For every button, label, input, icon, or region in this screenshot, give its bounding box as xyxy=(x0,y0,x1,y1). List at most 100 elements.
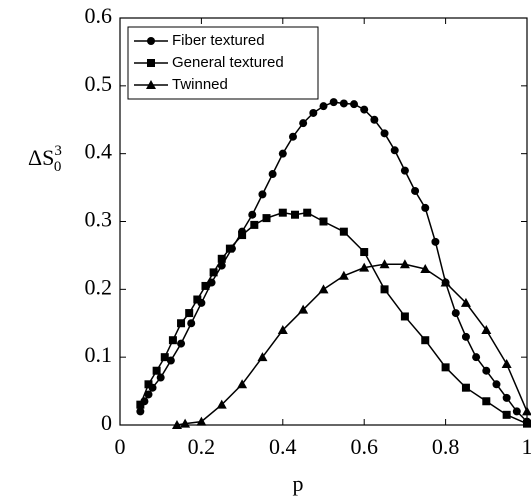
y-tick-label: 0.5 xyxy=(85,71,113,96)
y-label-sub: 0 xyxy=(54,159,62,175)
marker xyxy=(237,379,248,389)
marker xyxy=(144,390,153,399)
marker xyxy=(380,285,389,294)
marker xyxy=(380,129,389,138)
marker xyxy=(501,358,512,368)
x-tick-label: 0 xyxy=(115,434,126,459)
marker xyxy=(482,366,491,375)
marker xyxy=(147,59,155,67)
marker xyxy=(177,339,186,348)
marker xyxy=(278,208,287,217)
marker xyxy=(185,309,194,318)
marker xyxy=(431,237,440,246)
marker xyxy=(187,319,196,328)
marker xyxy=(291,210,300,219)
marker xyxy=(156,373,165,382)
marker xyxy=(152,366,161,375)
marker xyxy=(136,400,145,409)
y-tick-label: 0.6 xyxy=(85,3,113,28)
marker xyxy=(277,325,288,335)
marker xyxy=(146,80,156,89)
y-tick-label: 0.2 xyxy=(85,274,113,299)
marker xyxy=(522,406,531,416)
marker xyxy=(217,254,226,263)
marker xyxy=(171,420,182,429)
marker xyxy=(278,149,287,158)
y-tick-label: 0.1 xyxy=(85,342,113,367)
marker xyxy=(502,393,511,402)
marker xyxy=(177,319,186,328)
y-tick-label: 0.4 xyxy=(85,139,113,164)
marker xyxy=(147,37,155,45)
marker xyxy=(399,259,410,269)
marker xyxy=(288,132,297,141)
x-tick-label: 0.2 xyxy=(188,434,216,459)
marker xyxy=(379,259,390,269)
marker xyxy=(421,336,430,345)
marker xyxy=(350,100,359,109)
marker xyxy=(460,297,471,307)
marker xyxy=(512,407,521,416)
series-line xyxy=(176,263,528,426)
marker xyxy=(257,352,268,362)
marker xyxy=(421,203,430,212)
marker xyxy=(360,105,369,114)
marker xyxy=(420,263,431,273)
marker xyxy=(209,268,218,277)
marker xyxy=(319,217,328,226)
marker xyxy=(250,220,259,229)
marker xyxy=(268,170,277,179)
marker xyxy=(400,312,409,321)
y-label-base: ΔS xyxy=(28,145,54,170)
y-label-sup: 3 xyxy=(54,143,62,159)
marker xyxy=(472,353,481,362)
marker xyxy=(238,231,247,240)
marker xyxy=(339,99,348,108)
marker xyxy=(136,407,145,416)
x-axis-label: p xyxy=(293,471,304,496)
marker xyxy=(298,304,309,314)
marker xyxy=(318,284,329,294)
marker xyxy=(258,190,267,199)
marker xyxy=(160,353,169,362)
x-tick-label: 0.8 xyxy=(432,434,460,459)
marker xyxy=(492,380,501,389)
marker xyxy=(441,363,450,372)
marker xyxy=(144,380,153,389)
marker xyxy=(299,119,308,128)
marker xyxy=(216,399,227,409)
marker xyxy=(168,336,177,345)
x-tick-label: 0.4 xyxy=(269,434,297,459)
marker xyxy=(338,270,349,280)
marker xyxy=(339,227,348,236)
x-tick-label: 0.6 xyxy=(350,434,378,459)
marker xyxy=(359,262,370,272)
marker xyxy=(440,277,451,287)
y-axis-label: ΔS3 0 xyxy=(28,143,62,175)
marker xyxy=(523,419,531,428)
marker xyxy=(400,166,409,175)
marker xyxy=(309,108,318,117)
marker xyxy=(482,397,491,406)
series-line xyxy=(139,101,528,423)
marker xyxy=(481,325,492,335)
marker xyxy=(225,244,234,253)
marker xyxy=(370,115,379,124)
x-tick-label: 1 xyxy=(522,434,531,459)
marker xyxy=(329,98,338,107)
legend-label: Fiber textured xyxy=(172,32,265,49)
series-line xyxy=(139,211,528,425)
legend-label: General textured xyxy=(172,54,284,71)
y-tick-label: 0 xyxy=(101,410,112,435)
marker xyxy=(461,332,470,341)
marker xyxy=(451,309,460,318)
marker xyxy=(411,186,420,195)
marker xyxy=(201,281,210,290)
marker xyxy=(360,248,369,257)
marker xyxy=(248,210,257,219)
marker xyxy=(461,383,470,392)
legend-label: Twinned xyxy=(172,76,228,93)
marker xyxy=(390,146,399,155)
marker xyxy=(166,356,175,365)
